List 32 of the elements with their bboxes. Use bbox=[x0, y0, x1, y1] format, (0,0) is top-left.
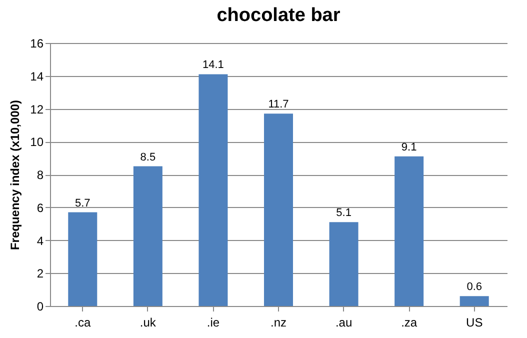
y-tick-label: 6 bbox=[36, 200, 44, 215]
bar bbox=[460, 296, 489, 306]
y-tick-label: 10 bbox=[30, 135, 44, 150]
y-tick-label: 14 bbox=[30, 69, 44, 84]
bar bbox=[394, 156, 424, 306]
y-tick-label: 2 bbox=[36, 266, 44, 281]
data-label: 9.1 bbox=[401, 141, 417, 154]
x-tick-label: .ie bbox=[206, 316, 220, 330]
bar bbox=[329, 222, 358, 306]
y-tick-label: 12 bbox=[30, 102, 44, 116]
chart-title: chocolate bar bbox=[216, 5, 341, 26]
data-label: 0.6 bbox=[466, 281, 482, 294]
x-tick-label: .za bbox=[401, 316, 418, 330]
bar bbox=[133, 166, 162, 306]
bar bbox=[264, 114, 293, 306]
bar bbox=[198, 74, 228, 306]
x-tick-label: .au bbox=[335, 316, 352, 330]
y-axis-title: Frequency index (x10,000) bbox=[8, 100, 22, 250]
data-label: 8.5 bbox=[140, 151, 156, 164]
y-tick-label: 4 bbox=[36, 234, 44, 248]
x-tick-label: .nz bbox=[270, 316, 287, 330]
data-label: 14.1 bbox=[202, 59, 224, 72]
y-tick-label: 16 bbox=[30, 36, 44, 50]
data-label: 5.1 bbox=[336, 207, 352, 220]
x-tick-label: .ca bbox=[74, 316, 91, 330]
x-tick-label: .uk bbox=[140, 316, 157, 330]
data-label: 5.7 bbox=[74, 197, 90, 210]
x-tick-label: US bbox=[466, 316, 483, 330]
y-tick-label: 0 bbox=[36, 300, 44, 314]
data-label: 11.7 bbox=[268, 98, 289, 111]
y-tick-label: 8 bbox=[36, 168, 44, 182]
bar bbox=[68, 212, 98, 306]
